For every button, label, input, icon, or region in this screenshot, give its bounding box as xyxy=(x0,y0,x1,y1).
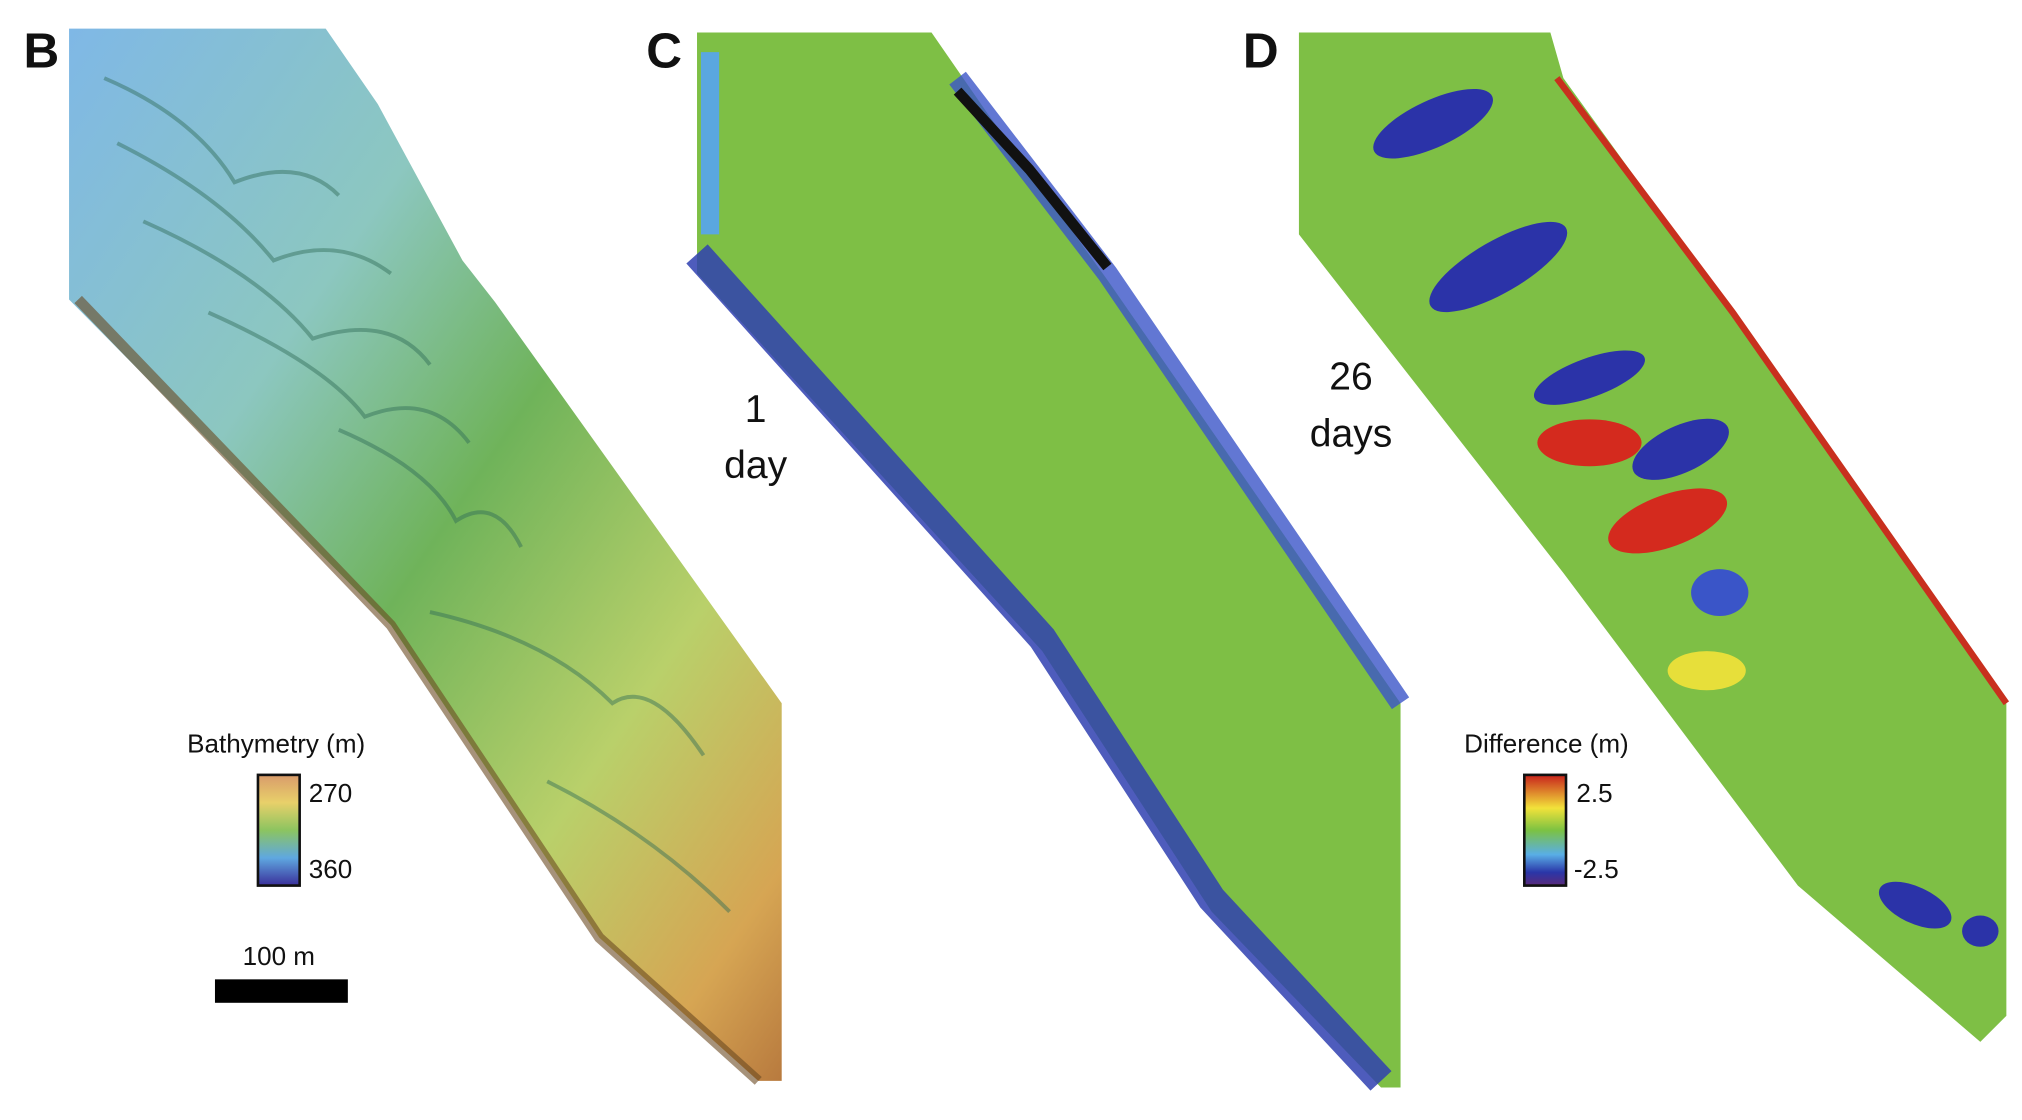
panel-label: C xyxy=(646,24,682,79)
legend-tick: 270 xyxy=(309,778,352,808)
bathymetry-map xyxy=(69,28,782,1081)
legend-title: Bathymetry (m) xyxy=(187,729,365,759)
difference-map-1-day xyxy=(697,32,1401,1088)
legend-title: Difference (m) xyxy=(1464,729,1629,759)
edge-black-right xyxy=(953,87,1112,271)
panel-label: B xyxy=(23,24,59,79)
scale-bar-label: 100 m xyxy=(243,941,315,971)
annotation: day xyxy=(724,444,787,487)
scale-bar xyxy=(214,979,348,1003)
legend-tick: -2.5 xyxy=(1574,854,1619,884)
change-blobs xyxy=(1373,88,1999,947)
difference-colorbar xyxy=(1523,773,1568,887)
annotation: days xyxy=(1310,413,1393,456)
edge-red xyxy=(1554,76,2010,706)
annotation: 1 xyxy=(745,388,767,431)
annotation: 26 xyxy=(1329,355,1372,398)
channel-edge xyxy=(74,295,762,1085)
terrain-ridges xyxy=(103,76,731,914)
edge-blue-left xyxy=(686,244,1392,1091)
legend-tick: 360 xyxy=(309,854,352,884)
legend-tick: 2.5 xyxy=(1576,778,1612,808)
panel-label: D xyxy=(1243,24,1279,79)
bathymetry-colorbar xyxy=(256,773,301,887)
